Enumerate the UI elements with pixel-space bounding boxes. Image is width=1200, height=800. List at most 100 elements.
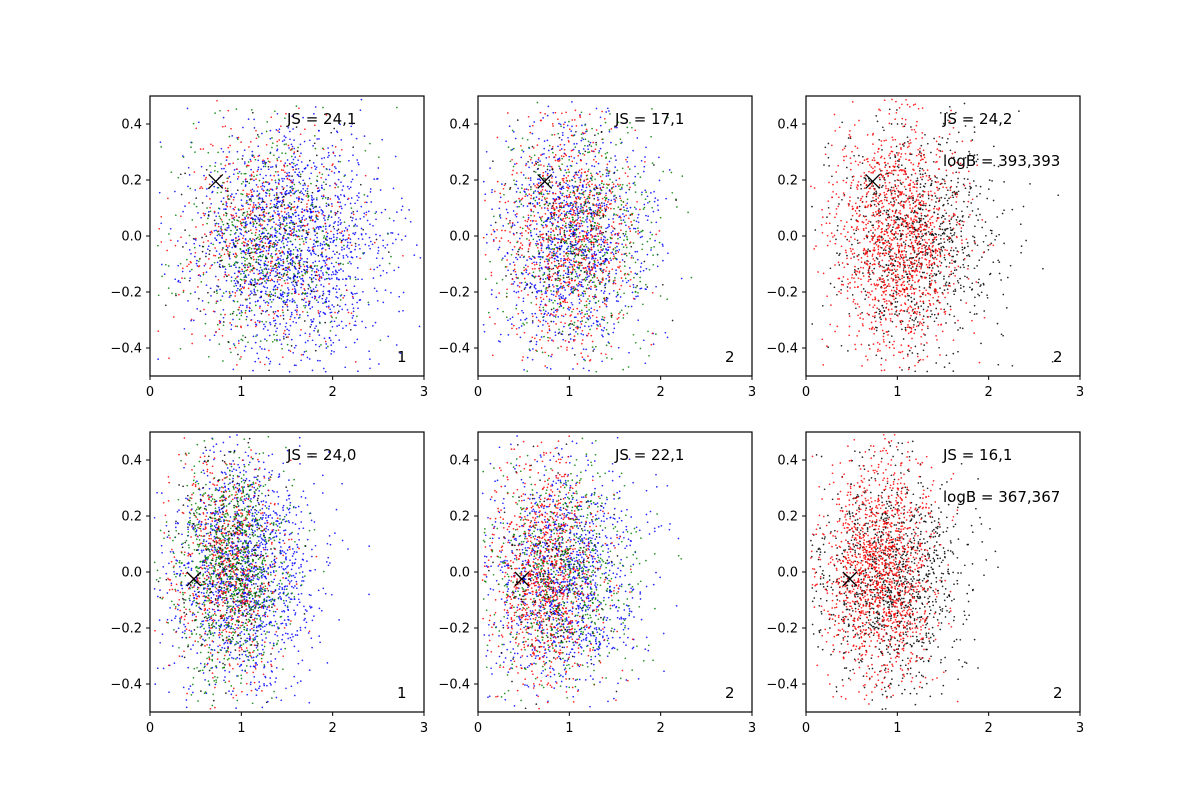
data-point — [560, 155, 563, 157]
data-point — [194, 237, 197, 240]
data-point — [257, 357, 260, 360]
data-point — [345, 324, 348, 327]
data-point — [301, 216, 304, 219]
data-point — [247, 250, 250, 253]
data-point — [179, 262, 182, 265]
data-point — [285, 269, 288, 272]
data-point — [302, 229, 304, 231]
data-point — [291, 298, 294, 300]
data-point — [377, 246, 380, 249]
data-point — [245, 215, 248, 217]
data-point — [240, 193, 242, 195]
data-point — [192, 237, 195, 240]
data-point — [356, 338, 359, 341]
data-point — [569, 241, 572, 243]
data-point — [619, 216, 622, 219]
data-point — [609, 190, 612, 192]
data-point — [260, 239, 263, 242]
data-point — [295, 222, 298, 225]
data-point — [193, 171, 196, 173]
data-point — [594, 184, 597, 186]
data-point — [644, 189, 647, 192]
data-point — [275, 259, 278, 262]
data-point — [359, 257, 361, 260]
data-point — [233, 196, 235, 199]
data-point — [573, 235, 575, 238]
data-point — [182, 289, 185, 292]
data-point — [258, 230, 261, 232]
data-point — [527, 115, 530, 118]
data-point — [285, 216, 288, 219]
data-point — [576, 210, 579, 212]
data-point — [513, 246, 516, 248]
data-point — [264, 237, 267, 240]
data-point — [186, 265, 188, 268]
data-point — [298, 276, 301, 278]
data-point — [586, 145, 589, 147]
data-point — [562, 179, 565, 182]
data-point — [617, 300, 620, 303]
data-point — [281, 180, 284, 182]
data-point — [551, 252, 553, 254]
data-point — [296, 163, 298, 166]
data-point — [292, 168, 295, 171]
data-point — [535, 186, 538, 189]
data-point — [255, 228, 258, 231]
data-point — [546, 260, 549, 263]
data-point — [402, 309, 404, 312]
data-point — [305, 195, 308, 197]
data-point — [510, 225, 513, 228]
data-point — [235, 240, 237, 242]
data-point — [334, 214, 337, 216]
data-point — [183, 277, 186, 280]
data-point — [223, 240, 225, 243]
data-point — [539, 338, 541, 341]
data-point — [214, 254, 217, 257]
data-point — [212, 243, 215, 246]
data-point — [576, 275, 579, 277]
data-point — [299, 191, 301, 194]
data-point — [313, 142, 316, 145]
data-point — [547, 244, 550, 247]
data-point — [551, 145, 554, 148]
data-point — [382, 244, 385, 247]
data-point — [250, 242, 253, 244]
data-point — [564, 272, 567, 275]
data-point — [182, 210, 184, 213]
data-point — [535, 233, 538, 236]
data-point — [617, 316, 620, 319]
data-point — [644, 288, 647, 290]
data-point — [300, 359, 302, 362]
data-point — [277, 206, 279, 208]
data-point — [328, 214, 330, 217]
data-point — [604, 199, 607, 202]
data-point — [257, 258, 260, 261]
data-point — [270, 166, 272, 168]
data-point — [255, 252, 258, 255]
data-point — [616, 245, 618, 248]
data-point — [547, 312, 550, 314]
data-point — [590, 241, 592, 244]
data-point — [513, 264, 516, 266]
data-point — [272, 269, 275, 272]
data-point — [309, 266, 312, 268]
data-point — [326, 277, 328, 280]
data-point — [384, 246, 387, 249]
data-point — [602, 335, 604, 338]
data-point — [278, 232, 281, 235]
data-point — [630, 221, 632, 223]
data-point — [337, 178, 340, 181]
data-point — [566, 349, 568, 351]
data-point — [266, 157, 269, 160]
data-point — [345, 346, 347, 349]
data-point — [297, 255, 299, 258]
data-point — [293, 346, 296, 349]
data-point — [331, 325, 334, 328]
data-point — [272, 298, 275, 301]
data-point — [204, 178, 207, 181]
data-point — [289, 315, 292, 318]
data-point — [589, 272, 591, 275]
data-point — [255, 208, 258, 210]
data-point — [276, 198, 278, 201]
data-point — [257, 166, 260, 169]
